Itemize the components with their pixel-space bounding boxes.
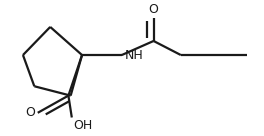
Text: OH: OH <box>73 119 92 132</box>
Text: O: O <box>26 106 35 119</box>
Text: NH: NH <box>125 49 143 61</box>
Text: O: O <box>149 3 158 16</box>
